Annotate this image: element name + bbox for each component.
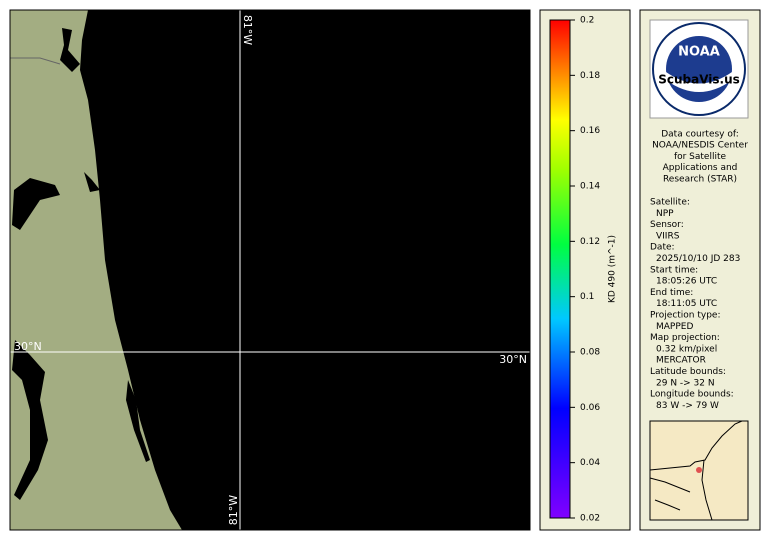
field-value: 29 N -> 32 N: [656, 378, 715, 388]
map: 81°W 30°N 30°N 81°W: [10, 10, 530, 530]
lat-label: 30°N: [14, 340, 42, 353]
courtesy-line: Research (STAR): [663, 174, 737, 184]
field-value: 0.32 km/pixel: [656, 344, 717, 354]
field-label: Longitude bounds:: [650, 390, 734, 400]
field-value: NPP: [656, 209, 674, 219]
field-value: 83 W -> 79 W: [656, 401, 719, 411]
courtesy-line: NOAA/NESDIS Center: [652, 141, 748, 151]
tick-label: 0.14: [580, 182, 600, 192]
field-value: 2025/10/10 JD 283: [656, 254, 740, 264]
lon-label: 81°W: [241, 15, 254, 45]
field-label: Sensor:: [650, 220, 684, 230]
field-value: VIIRS: [656, 231, 680, 241]
field-label: Satellite:: [650, 198, 690, 208]
colorbar-label: KD 490 (m^-1): [608, 235, 618, 303]
field-value: 18:11:05 UTC: [656, 299, 717, 309]
tick-label: 0.2: [580, 16, 594, 26]
field-label: Map projection:: [650, 333, 720, 343]
field-value: 18:05:26 UTC: [656, 277, 717, 287]
tick-label: 0.06: [580, 403, 600, 413]
courtesy-line: for Satellite: [674, 152, 727, 162]
tick-label: 0.08: [580, 348, 600, 358]
tick-label: 0.04: [580, 458, 600, 468]
field-label: End time:: [650, 288, 693, 298]
courtesy-line: Applications and: [663, 163, 738, 173]
tick-label: 0.02: [580, 514, 600, 524]
tick-label: 0.12: [580, 237, 600, 247]
map-frame: [9, 9, 531, 531]
field-label: Projection type:: [650, 311, 721, 321]
colorbar: KD 490 (m^-1) 0.02 0.04 0.06 0.08 0.1 0.12 0.1…: [539, 9, 631, 531]
field-value: MAPPED: [656, 322, 693, 332]
watermark: ScubaVis.us: [658, 73, 740, 87]
lon-label: 81°W: [227, 495, 240, 525]
field-label: Start time:: [650, 265, 698, 275]
field-label: Date:: [650, 243, 675, 253]
logo-text: NOAA: [678, 45, 720, 60]
info-panel: NOAA ScubaVis.us Data courtesy of:NOAA/N…: [639, 9, 761, 531]
tick-label: 0.1: [580, 292, 594, 302]
courtesy-line: Data courtesy of:: [661, 130, 739, 140]
lat-label: 30°N: [499, 353, 527, 366]
tick-label: 0.16: [580, 126, 600, 136]
tick-label: 0.18: [580, 71, 600, 81]
field-value: MERCATOR: [656, 356, 706, 366]
field-label: Latitude bounds:: [650, 367, 726, 377]
